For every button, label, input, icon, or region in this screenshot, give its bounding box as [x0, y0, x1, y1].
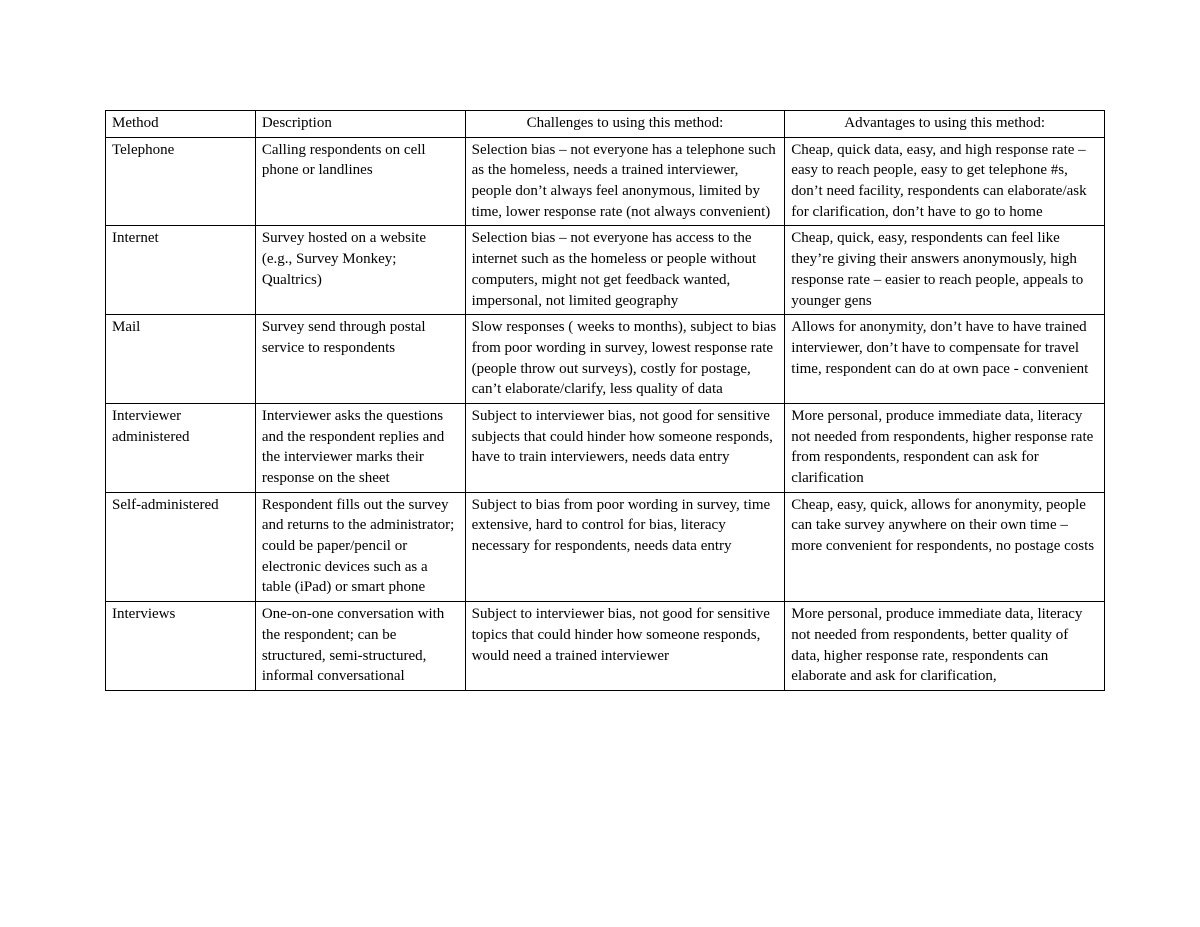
cell-advantages: More personal, produce immediate data, l…	[785, 602, 1105, 691]
table-row: Interviewer administered Interviewer ask…	[106, 403, 1105, 492]
cell-advantages: Cheap, quick, easy, respondents can feel…	[785, 226, 1105, 315]
cell-advantages: More personal, produce immediate data, l…	[785, 403, 1105, 492]
cell-challenges: Subject to bias from poor wording in sur…	[465, 492, 785, 601]
survey-methods-table: Method Description Challenges to using t…	[105, 110, 1105, 691]
document-page: Method Description Challenges to using t…	[0, 0, 1200, 691]
cell-method: Internet	[106, 226, 256, 315]
cell-method: Mail	[106, 315, 256, 404]
cell-method: Telephone	[106, 137, 256, 226]
table-row: Interviews One-on-one conversation with …	[106, 602, 1105, 691]
cell-challenges: Slow responses ( weeks to months), subje…	[465, 315, 785, 404]
cell-method: Interviews	[106, 602, 256, 691]
cell-challenges: Subject to interviewer bias, not good fo…	[465, 403, 785, 492]
cell-challenges: Subject to interviewer bias, not good fo…	[465, 602, 785, 691]
cell-challenges: Selection bias – not everyone has a tele…	[465, 137, 785, 226]
cell-description: Interviewer asks the questions and the r…	[255, 403, 465, 492]
cell-advantages: Cheap, quick data, easy, and high respon…	[785, 137, 1105, 226]
col-header-challenges: Challenges to using this method:	[465, 111, 785, 138]
cell-method: Self-administered	[106, 492, 256, 601]
table-row: Internet Survey hosted on a website (e.g…	[106, 226, 1105, 315]
col-header-method: Method	[106, 111, 256, 138]
table-row: Telephone Calling respondents on cell ph…	[106, 137, 1105, 226]
col-header-advantages: Advantages to using this method:	[785, 111, 1105, 138]
cell-method: Interviewer administered	[106, 403, 256, 492]
cell-description: Survey send through postal service to re…	[255, 315, 465, 404]
cell-description: One-on-one conversation with the respond…	[255, 602, 465, 691]
col-header-description: Description	[255, 111, 465, 138]
cell-description: Survey hosted on a website (e.g., Survey…	[255, 226, 465, 315]
table-header-row: Method Description Challenges to using t…	[106, 111, 1105, 138]
table-row: Self-administered Respondent fills out t…	[106, 492, 1105, 601]
cell-description: Calling respondents on cell phone or lan…	[255, 137, 465, 226]
cell-advantages: Cheap, easy, quick, allows for anonymity…	[785, 492, 1105, 601]
cell-challenges: Selection bias – not everyone has access…	[465, 226, 785, 315]
cell-advantages: Allows for anonymity, don’t have to have…	[785, 315, 1105, 404]
table-row: Mail Survey send through postal service …	[106, 315, 1105, 404]
cell-description: Respondent fills out the survey and retu…	[255, 492, 465, 601]
